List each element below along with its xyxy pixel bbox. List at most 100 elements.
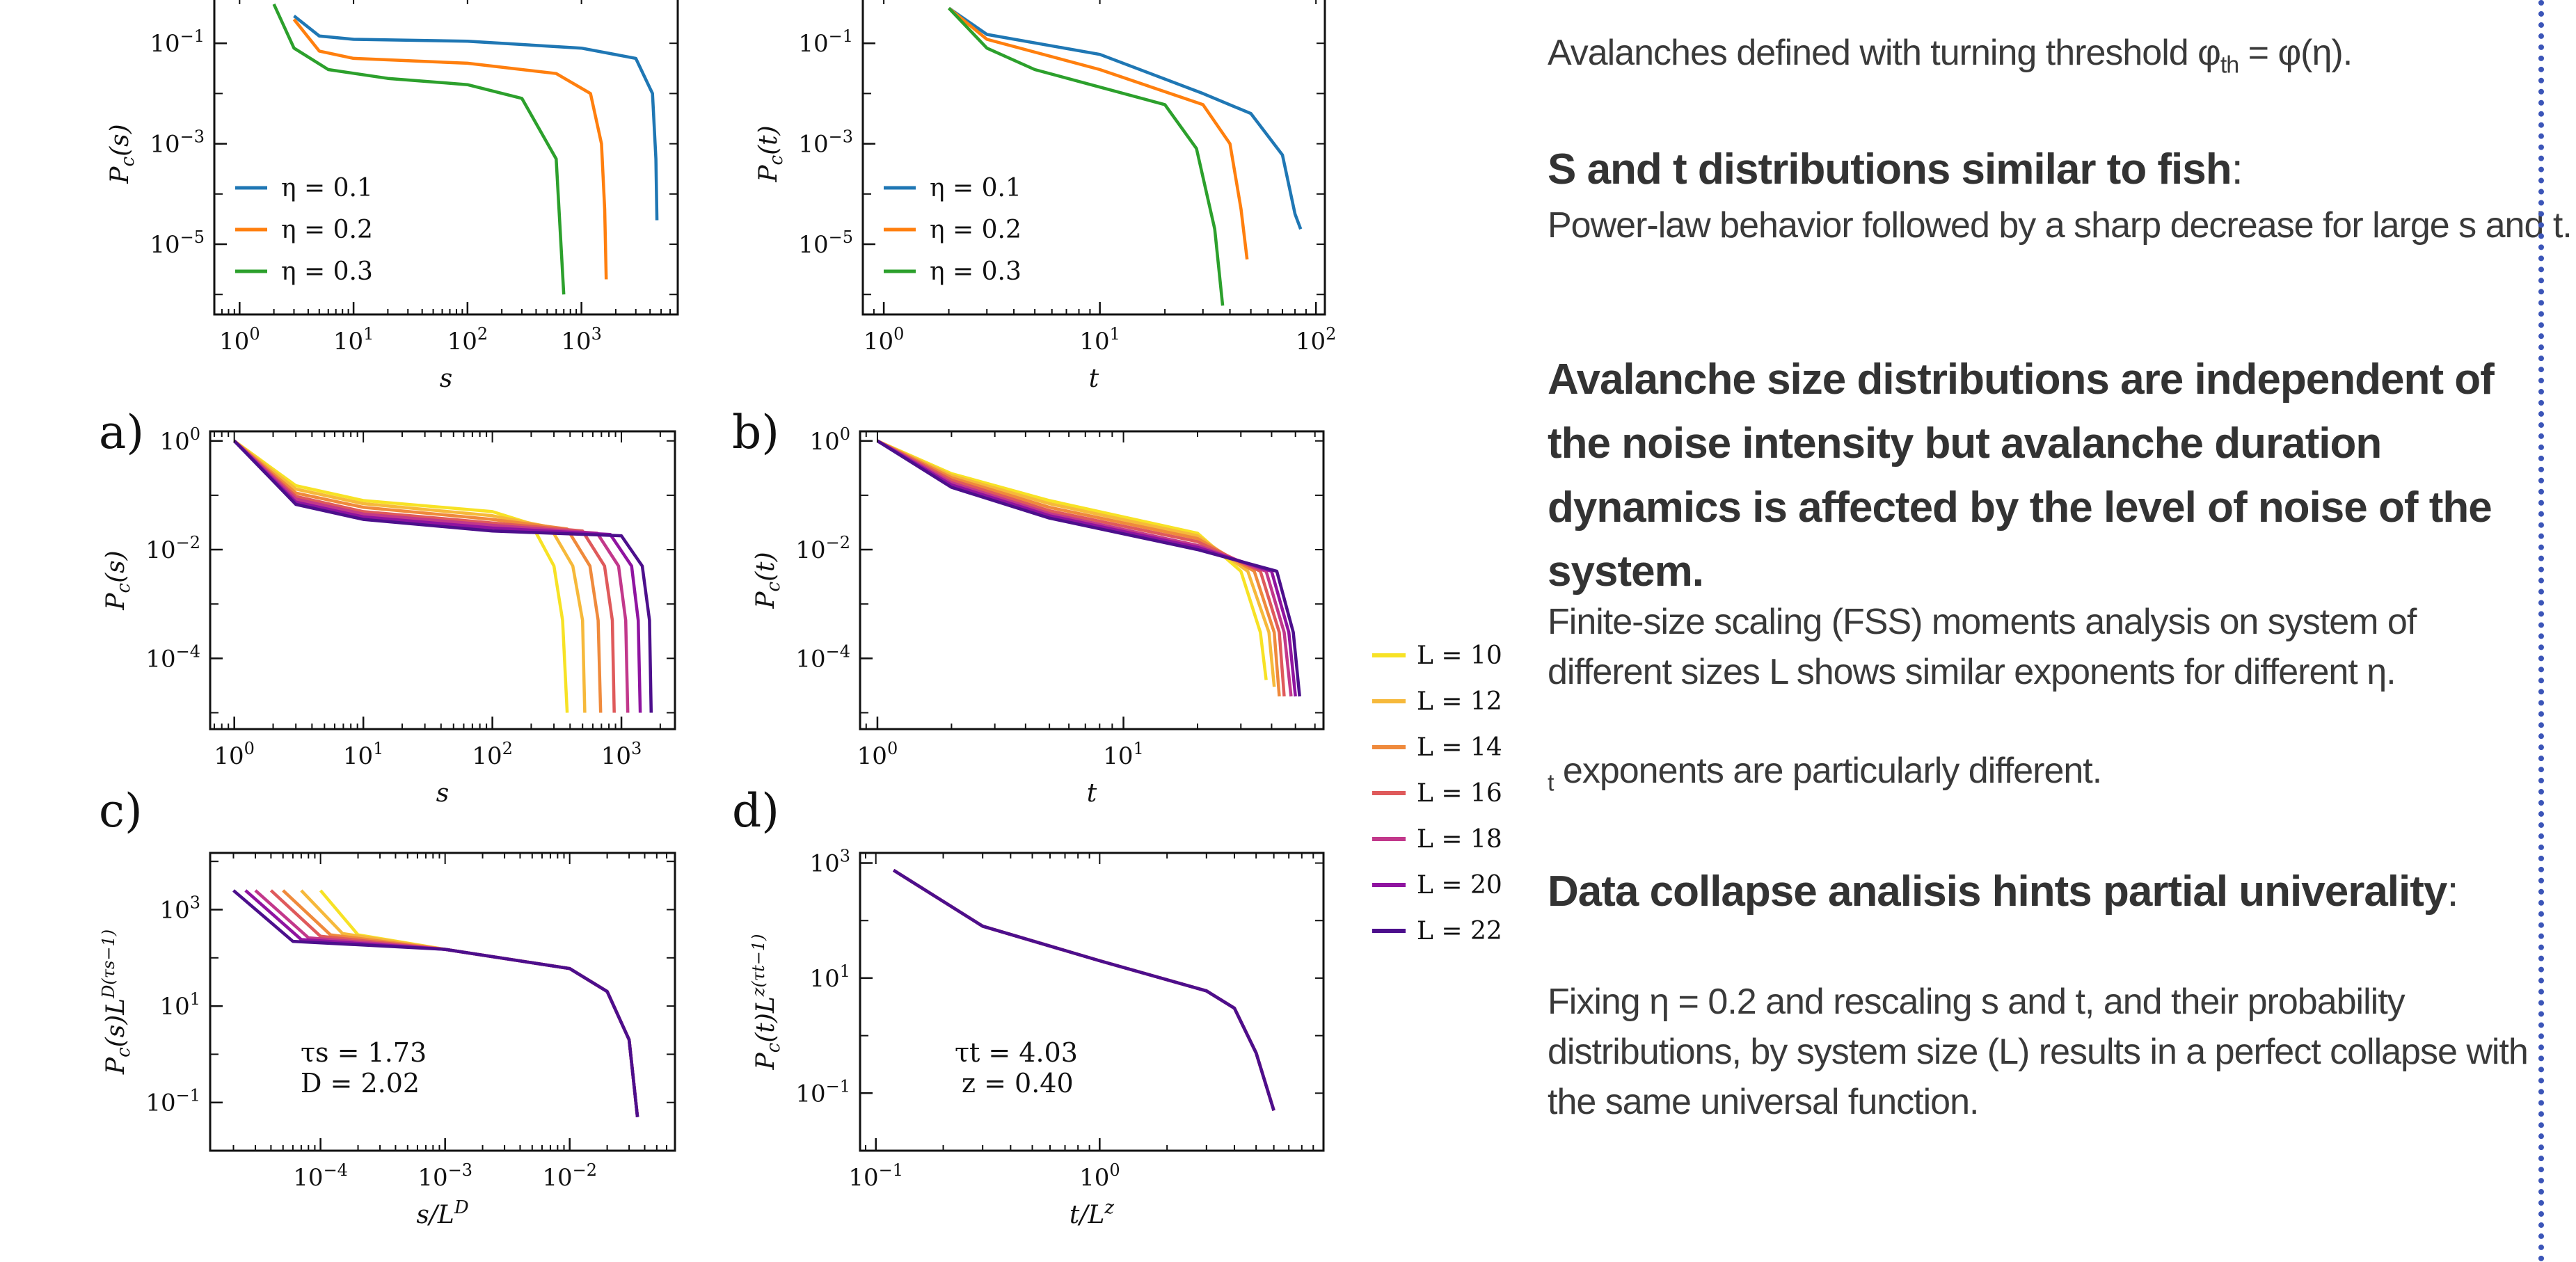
x-axis-label: t xyxy=(1089,365,1099,393)
x-axis-label: t/Lz xyxy=(1070,1197,1115,1229)
x-axis-label: t xyxy=(1087,779,1097,808)
y-tick-label: 10−4 xyxy=(795,641,850,673)
collapse-paragraph: Fixing η = 0.2 and rescaling s and t, an… xyxy=(1548,982,2529,1122)
plot-frame xyxy=(859,430,1325,730)
power-law-line: Power-law behavior followed by a sharp d… xyxy=(1548,205,2573,246)
x-tick-label: 101 xyxy=(1079,324,1120,356)
legend-label: L = 160 xyxy=(1417,779,1503,808)
series-line xyxy=(292,18,608,280)
panel-letter-a: a) xyxy=(99,406,144,459)
x-tick-label: 100 xyxy=(219,324,260,356)
series-line xyxy=(233,440,603,713)
series-line xyxy=(948,6,1249,260)
x-tick-label: 102 xyxy=(472,739,513,770)
y-tick-label: 10−5 xyxy=(798,227,853,259)
legend-label: η = 0.3 xyxy=(930,257,1021,286)
legend-label: η = 0.1 xyxy=(930,174,1021,202)
series-line xyxy=(876,439,1293,697)
x-tick-label: 10−4 xyxy=(293,1160,348,1192)
legend-label: η = 0.2 xyxy=(930,216,1021,244)
y-tick-label: 10−1 xyxy=(798,26,853,58)
legend-system-size: L = 100 L = 120 L = 140 L = 160 L = 180 L = 2… xyxy=(1372,641,1503,945)
annotation-exponent: z = 0.40 xyxy=(962,1068,1074,1099)
legend-label: L = 120 xyxy=(1417,687,1503,716)
threshold-line: Avalanches defined with turning threshol… xyxy=(1548,32,2353,79)
series-line xyxy=(232,889,639,1117)
exponents-text: exponents are particularly different. xyxy=(1562,751,2102,791)
series-line xyxy=(877,439,1276,687)
series-line xyxy=(233,440,630,713)
heading-noise-independence: Avalanche size distributions are indepen… xyxy=(1548,356,2495,596)
y-axis-label: Pc(t)Lz(τt−1) xyxy=(749,934,784,1071)
heading-fish-colon: : xyxy=(2231,145,2243,193)
y-tick-label: 10−5 xyxy=(150,227,205,259)
y-tick-label: 10−1 xyxy=(145,1086,200,1117)
legend-label: L = 100 xyxy=(1417,641,1503,670)
figure-canvas: 100 101 102 103 10−1 10−3 10−5 s Pc(s) η = 0.1 η =… xyxy=(99,0,1503,1229)
plot-frame xyxy=(209,430,676,730)
annotation-exponent: D = 2.02 xyxy=(301,1068,420,1099)
series-line xyxy=(293,15,659,221)
x-tick-label: 10−3 xyxy=(418,1160,472,1192)
legend-label: L = 200 xyxy=(1417,871,1503,900)
heading-data-collapse: Data collapse analisis hints partial uni… xyxy=(1548,867,2459,916)
y-tick-label: 10−3 xyxy=(150,127,205,159)
series-line xyxy=(893,868,1275,1111)
y-axis-label: Pc(t) xyxy=(754,125,787,182)
y-tick-label: 10−1 xyxy=(795,1076,850,1108)
x-tick-label: 10−1 xyxy=(848,1160,903,1192)
legend-label: L = 220 xyxy=(1417,917,1503,945)
x-tick-label: 100 xyxy=(1079,1160,1120,1192)
series-line xyxy=(233,440,587,713)
series-line xyxy=(948,6,1303,230)
panel-letter-c: c) xyxy=(99,784,143,838)
y-tick-label: 10−3 xyxy=(798,127,853,159)
x-tick-label: 103 xyxy=(561,324,602,356)
threshold-suffix: = φ(η). xyxy=(2239,33,2353,73)
x-tick-label: 100 xyxy=(214,739,255,770)
heading-collapse-colon: : xyxy=(2447,868,2458,916)
x-tick-label: 101 xyxy=(343,739,384,770)
chart-top-right: 100 101 102 10−1 10−3 10−5 t Pc(t) η = 0.1 η = 0.… xyxy=(754,0,1336,393)
x-tick-label: 10−2 xyxy=(542,1160,597,1192)
series-line xyxy=(233,440,653,713)
chart-a: 100 101 102 103 100 10−2 10−4 s Pc(s) xyxy=(102,424,676,808)
x-tick-label: 101 xyxy=(1103,739,1144,770)
threshold-subscript: th xyxy=(2220,51,2239,79)
legend-label: L = 140 xyxy=(1417,733,1503,762)
x-tick-label: 100 xyxy=(864,324,905,356)
y-axis-label: Pc(t) xyxy=(752,552,784,609)
heading-collapse-bold: Data collapse analisis hints partial uni… xyxy=(1548,868,2447,916)
y-tick-label: 10−2 xyxy=(145,533,200,564)
series-line xyxy=(876,439,1297,697)
y-tick-label: 101 xyxy=(809,961,850,993)
exponents-subscript: t xyxy=(1548,769,1555,797)
series-line xyxy=(876,439,1281,697)
legend-label: η = 0.2 xyxy=(281,216,373,244)
series-line xyxy=(877,439,1268,680)
threshold-text: Avalanches defined with turning threshol… xyxy=(1548,33,2221,73)
legend-label: L = 180 xyxy=(1417,825,1503,854)
annotation-exponent: τs = 1.73 xyxy=(301,1037,427,1068)
x-tick-label: 100 xyxy=(857,739,898,770)
legend-label: η = 0.3 xyxy=(281,257,373,286)
chart-c: 10−4 10−3 10−2 103 101 10−1 s/LD Pc(s)LD(τs−1) τ… xyxy=(99,852,676,1229)
x-axis-label: s/LD xyxy=(416,1197,469,1229)
legend-label: η = 0.1 xyxy=(281,174,373,202)
x-tick-label: 102 xyxy=(447,324,488,356)
slide-dotted-border xyxy=(2538,0,2544,1262)
exponents-line: t exponents are particularly different. xyxy=(1548,750,2102,797)
y-tick-label: 103 xyxy=(809,847,850,878)
series-line xyxy=(876,439,1301,697)
y-axis-label: Pc(s) xyxy=(102,550,134,610)
y-axis-label: Pc(s) xyxy=(106,124,138,184)
chart-b: 100 101 100 10−2 10−4 t Pc(t) xyxy=(752,424,1325,808)
plot-frame xyxy=(859,852,1325,1152)
series-line xyxy=(233,440,616,713)
series-line xyxy=(233,440,642,713)
x-tick-label: 103 xyxy=(601,739,642,770)
y-tick-label: 10−4 xyxy=(145,641,200,673)
y-tick-label: 100 xyxy=(159,424,200,456)
series-line xyxy=(272,3,566,295)
heading-fish-bold: S and t distributions similar to fish xyxy=(1548,145,2232,193)
